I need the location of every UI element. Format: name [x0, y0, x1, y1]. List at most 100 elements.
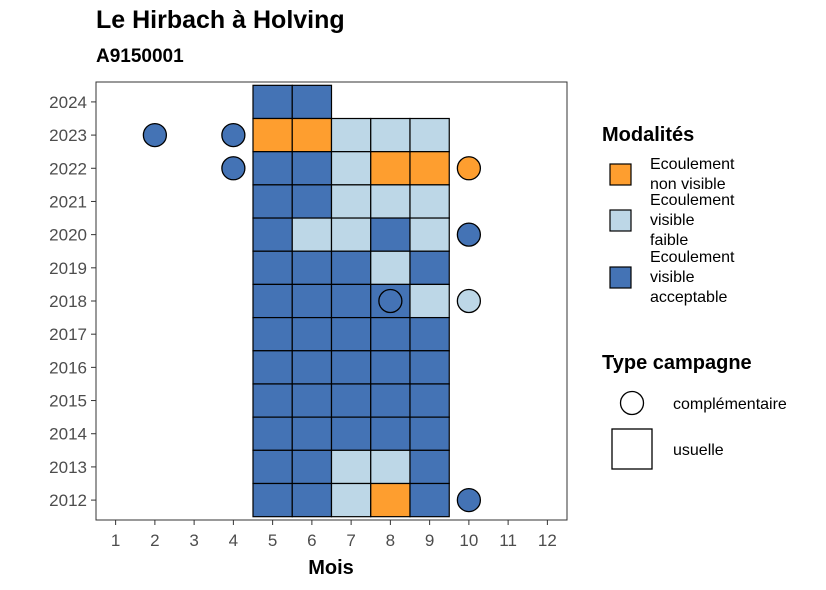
tile-2017-9 — [409, 316, 450, 352]
point-2023-2 — [142, 122, 168, 148]
x-tick-label: 2 — [150, 531, 159, 550]
tile-2019-8 — [370, 250, 411, 286]
tile-2020-9 — [409, 217, 450, 252]
y-tick-label: 2021 — [49, 192, 87, 211]
tile-2021-8 — [370, 184, 411, 219]
tile-2018-5 — [252, 283, 293, 319]
point-2023-4 — [221, 122, 246, 148]
x-tick-label: 6 — [307, 531, 316, 550]
legend-label-square: usuelle — [673, 442, 724, 459]
legend-key-square — [611, 428, 653, 470]
tile-2012-7 — [330, 482, 372, 518]
tile-2019-9 — [409, 250, 450, 286]
tile-2018-9 — [409, 283, 450, 319]
tile-2014-5 — [252, 416, 293, 451]
tile-2014-8 — [370, 416, 411, 451]
tile-2017-8 — [370, 316, 411, 352]
point-2020-10 — [456, 222, 482, 247]
tile-2018-6 — [291, 283, 333, 319]
legend-title-modalites: Modalités — [602, 124, 694, 146]
tile-2022-7 — [330, 151, 372, 186]
tile-2012-5 — [252, 482, 293, 518]
tile-2013-5 — [252, 449, 293, 485]
tile-2016-5 — [252, 350, 293, 385]
tile-2015-7 — [330, 383, 372, 418]
tile-2014-9 — [409, 416, 450, 451]
legend-key-acceptable — [609, 266, 632, 289]
x-tick-label: 8 — [386, 531, 395, 550]
point-2012-10 — [456, 487, 482, 513]
tile-2023-8 — [370, 117, 411, 153]
point-2018-10 — [456, 288, 482, 314]
y-tick-label: 2013 — [49, 458, 87, 477]
tile-2021-9 — [409, 184, 450, 219]
tile-2023-7 — [330, 117, 372, 153]
x-tick-label: 3 — [189, 531, 198, 550]
legend-key-non_visible — [609, 163, 632, 186]
tile-2016-7 — [330, 350, 372, 385]
x-tick-label: 7 — [346, 531, 355, 550]
tile-2017-5 — [252, 316, 293, 352]
tile-2017-6 — [291, 316, 333, 352]
chart-title: Le Hirbach à Holving — [96, 6, 345, 34]
y-tick-label: 2024 — [49, 93, 87, 112]
point-2018-8 — [378, 288, 403, 314]
tile-2023-6 — [291, 117, 333, 153]
y-tick-label: 2022 — [49, 159, 87, 178]
tile-2019-6 — [291, 250, 333, 286]
y-tick-label: 2014 — [49, 425, 87, 444]
tile-2022-5 — [252, 151, 293, 186]
tile-2024-5 — [252, 84, 293, 120]
tile-2017-7 — [330, 316, 372, 352]
tile-2016-8 — [370, 350, 411, 385]
legend-label-non_visible: non visible — [650, 176, 726, 193]
plot-area — [96, 82, 567, 520]
tile-2013-7 — [330, 449, 372, 485]
tile-2014-6 — [291, 416, 333, 451]
tile-2019-5 — [252, 250, 293, 286]
tile-2022-6 — [291, 151, 333, 186]
tile-2023-9 — [409, 117, 450, 153]
tile-2020-5 — [252, 217, 293, 252]
x-tick-label: 1 — [111, 531, 120, 550]
legend-title-type-campagne: Type campagne — [602, 352, 752, 374]
tile-2013-9 — [409, 449, 450, 485]
axes: 1 2 3 4 5 6 7 8 9 10 11 122012201320142015201620172… — [49, 81, 568, 550]
point-2022-4 — [221, 156, 246, 181]
x-axis-label: Mois — [308, 557, 354, 579]
tile-2020-7 — [330, 217, 372, 252]
point-2022-10 — [456, 156, 482, 181]
y-tick-label: 2019 — [49, 259, 87, 278]
tile-2015-8 — [370, 383, 411, 418]
tile-2012-9 — [409, 482, 450, 518]
chart-subtitle: A9150001 — [96, 46, 184, 67]
tile-2021-7 — [330, 184, 372, 219]
x-tick-label: 10 — [459, 531, 478, 550]
legend-label-faible: faible — [650, 232, 688, 249]
tile-2022-9 — [409, 151, 450, 186]
x-tick-label: 4 — [229, 531, 238, 550]
legend-label-faible: Ecoulement — [650, 192, 735, 209]
y-tick-label: 2016 — [49, 358, 87, 377]
legend-label-faible: visible — [650, 212, 695, 229]
legend-label-acceptable: Ecoulement — [650, 249, 735, 266]
tile-2024-6 — [291, 84, 333, 120]
tile-2013-6 — [291, 449, 333, 485]
tile-2023-5 — [252, 117, 293, 153]
legend-label-acceptable: acceptable — [650, 289, 727, 306]
legend-key-faible — [609, 209, 632, 232]
y-tick-label: 2015 — [49, 392, 87, 411]
x-tick-label: 9 — [425, 531, 434, 550]
tile-2020-8 — [370, 217, 411, 252]
tile-2019-7 — [330, 250, 372, 286]
tile-2021-6 — [291, 184, 333, 219]
tile-2012-6 — [291, 482, 333, 518]
y-tick-label: 2012 — [49, 491, 87, 510]
tile-2018-7 — [330, 283, 372, 319]
tile-2015-5 — [252, 383, 293, 418]
y-tick-label: 2023 — [49, 126, 87, 145]
tile-2022-8 — [370, 151, 411, 186]
tile-2015-6 — [291, 383, 333, 418]
x-tick-label: 12 — [538, 531, 557, 550]
